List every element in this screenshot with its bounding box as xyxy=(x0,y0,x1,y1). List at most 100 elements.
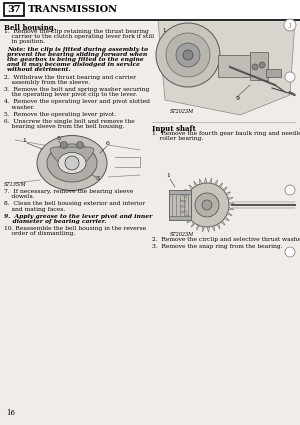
Text: 1.  Remove the fourth gear baulk ring and needle: 1. Remove the fourth gear baulk ring and… xyxy=(152,131,300,136)
Text: ST2023M: ST2023M xyxy=(170,232,194,237)
Text: without detriment.: without detriment. xyxy=(7,68,70,72)
Text: 9.  Apply grease to the lever pivot and inner: 9. Apply grease to the lever pivot and i… xyxy=(4,214,152,219)
Polygon shape xyxy=(189,185,193,190)
Circle shape xyxy=(156,23,220,87)
Bar xyxy=(218,55,253,77)
Text: 3.  Remove the bolt and spring washer securing: 3. Remove the bolt and spring washer sec… xyxy=(4,87,149,92)
Bar xyxy=(266,69,281,77)
Polygon shape xyxy=(221,221,225,225)
Polygon shape xyxy=(207,227,209,232)
Text: 10. Reassemble the bell housing in the reverse: 10. Reassemble the bell housing in the r… xyxy=(4,226,146,231)
Polygon shape xyxy=(209,178,212,184)
Circle shape xyxy=(285,72,295,82)
Bar xyxy=(169,190,191,194)
Text: bearing sleeve from the bell housing.: bearing sleeve from the bell housing. xyxy=(4,124,124,129)
Bar xyxy=(169,216,191,220)
Text: 4.  Remove the operating lever and pivot slotted: 4. Remove the operating lever and pivot … xyxy=(4,99,150,105)
Text: 9: 9 xyxy=(236,96,240,101)
Polygon shape xyxy=(191,222,195,227)
Text: 7.  If necessary, remove the bearing sleeve: 7. If necessary, remove the bearing slee… xyxy=(4,189,134,194)
Polygon shape xyxy=(217,224,220,229)
Polygon shape xyxy=(202,227,205,232)
Text: Input shaft: Input shaft xyxy=(152,125,196,133)
Ellipse shape xyxy=(58,153,86,173)
Polygon shape xyxy=(224,217,229,221)
Circle shape xyxy=(259,62,265,68)
Text: Bell housing.: Bell housing. xyxy=(4,24,56,32)
Circle shape xyxy=(284,19,296,31)
Text: ST135/M: ST135/M xyxy=(4,181,27,186)
Polygon shape xyxy=(214,180,218,185)
Polygon shape xyxy=(182,195,187,198)
Polygon shape xyxy=(194,181,197,187)
Polygon shape xyxy=(219,183,223,188)
Ellipse shape xyxy=(37,136,107,190)
Circle shape xyxy=(195,193,219,217)
Circle shape xyxy=(202,200,212,210)
Polygon shape xyxy=(223,187,227,191)
Polygon shape xyxy=(180,205,185,207)
Text: 5: 5 xyxy=(56,136,60,141)
Bar xyxy=(169,190,191,220)
Text: 6: 6 xyxy=(106,141,110,146)
Text: 3.  Remove the snap ring from the bearing.: 3. Remove the snap ring from the bearing… xyxy=(152,244,283,249)
Circle shape xyxy=(285,185,295,195)
Text: and it may become dislodged in service: and it may become dislodged in service xyxy=(7,62,140,67)
Polygon shape xyxy=(227,212,232,215)
Text: order of dismantling.: order of dismantling. xyxy=(4,231,75,236)
Text: prevent the bearing sliding forward when: prevent the bearing sliding forward when xyxy=(7,52,147,57)
Circle shape xyxy=(185,183,229,227)
Polygon shape xyxy=(289,91,295,96)
Text: 2.  Withdraw the thrust bearing and carrier: 2. Withdraw the thrust bearing and carri… xyxy=(4,75,136,79)
Bar xyxy=(4,3,24,16)
Circle shape xyxy=(183,50,193,60)
Text: roller bearing.: roller bearing. xyxy=(152,136,203,141)
Text: J: J xyxy=(289,23,291,28)
Text: assembly from the sleeve.: assembly from the sleeve. xyxy=(4,80,90,85)
Circle shape xyxy=(166,33,210,77)
Polygon shape xyxy=(187,219,191,223)
Polygon shape xyxy=(181,210,186,212)
Text: washer.: washer. xyxy=(4,105,35,110)
Text: 6.  Unscrew the single bolt and remove the: 6. Unscrew the single bolt and remove th… xyxy=(4,119,135,124)
Text: 5.  Remove the operating lever pivot.: 5. Remove the operating lever pivot. xyxy=(4,112,116,117)
Polygon shape xyxy=(229,203,234,205)
Polygon shape xyxy=(212,226,214,231)
Text: 1: 1 xyxy=(22,138,26,143)
Circle shape xyxy=(65,156,79,170)
Polygon shape xyxy=(205,178,207,183)
Text: the operating lever pivot clip to the lever.: the operating lever pivot clip to the le… xyxy=(4,92,137,97)
Text: dowels.: dowels. xyxy=(4,194,34,199)
Text: ST2023M: ST2023M xyxy=(170,109,194,114)
Text: Note: the clip is fitted during assembly to: Note: the clip is fitted during assembly… xyxy=(7,47,148,51)
Polygon shape xyxy=(228,197,233,200)
Text: and mating faces.: and mating faces. xyxy=(4,207,65,212)
Circle shape xyxy=(285,247,295,257)
Text: 1: 1 xyxy=(162,28,166,33)
Bar xyxy=(250,52,268,80)
Text: 3: 3 xyxy=(95,176,99,181)
Ellipse shape xyxy=(47,144,97,182)
Polygon shape xyxy=(226,192,231,196)
Text: 8.  Clean the bell housing exterior and interior: 8. Clean the bell housing exterior and i… xyxy=(4,201,145,207)
Polygon shape xyxy=(200,179,202,184)
Polygon shape xyxy=(158,20,295,115)
Circle shape xyxy=(252,64,258,70)
Polygon shape xyxy=(196,225,200,230)
Polygon shape xyxy=(183,215,188,218)
Text: carrier to the clutch operating lever fork if still: carrier to the clutch operating lever fo… xyxy=(4,34,154,39)
Text: 1: 1 xyxy=(166,173,170,178)
Text: 37: 37 xyxy=(7,5,21,14)
Circle shape xyxy=(176,43,200,67)
Text: in position.: in position. xyxy=(4,40,45,44)
Polygon shape xyxy=(50,147,94,173)
Circle shape xyxy=(76,142,83,148)
Text: the gearbox is being fitted to the engine: the gearbox is being fitted to the engin… xyxy=(7,57,144,62)
Text: TRANSMISSION: TRANSMISSION xyxy=(28,5,118,14)
Polygon shape xyxy=(185,189,190,193)
Circle shape xyxy=(61,142,68,148)
Bar xyxy=(0,0,300,20)
Text: 2.  Remove the circlip and selective thrust washer.: 2. Remove the circlip and selective thru… xyxy=(152,237,300,242)
Text: 1.  Remove the clip retaining the thrust bearing: 1. Remove the clip retaining the thrust … xyxy=(4,29,149,34)
Polygon shape xyxy=(228,207,234,210)
